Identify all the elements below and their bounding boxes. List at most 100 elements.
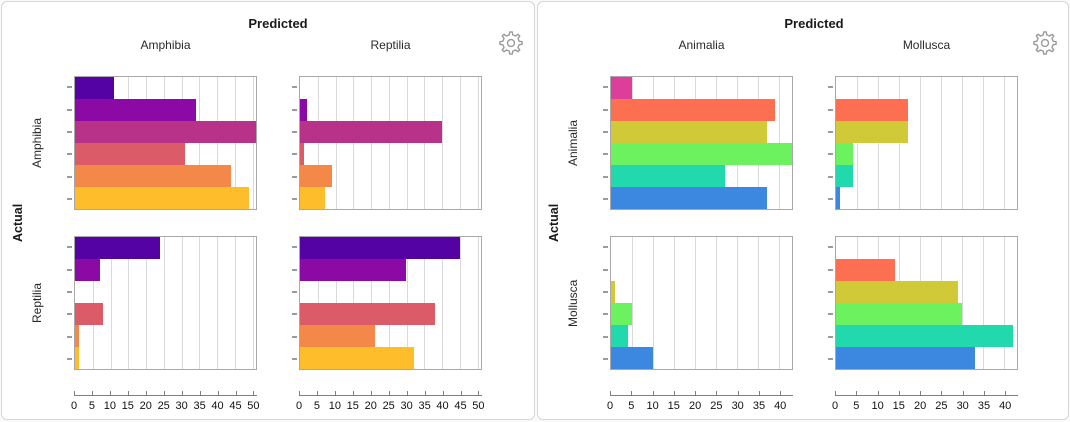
bar xyxy=(836,347,975,369)
x-tick xyxy=(1005,391,1007,395)
x-tick-label: 0 xyxy=(831,400,839,412)
y-tick xyxy=(603,153,608,156)
x-tick-label: 20 xyxy=(364,400,377,412)
bar xyxy=(836,259,895,281)
x-tick-label: 30 xyxy=(400,400,413,412)
x-tick-label: 10 xyxy=(103,400,117,412)
bar xyxy=(300,187,325,209)
confusion-panel-animalia-mollusca: Predicted Animalia Mollusca Actual Anima… xyxy=(537,1,1069,420)
gridline xyxy=(716,237,718,369)
x-tick xyxy=(673,391,675,395)
y-tick xyxy=(603,268,608,271)
gridline xyxy=(899,77,901,209)
x-tick-label: 30 xyxy=(956,400,969,412)
predicted-axis-title: Predicted xyxy=(248,16,308,31)
bar xyxy=(75,143,185,165)
gridline xyxy=(234,237,236,369)
x-tick xyxy=(181,391,183,395)
x-tick xyxy=(898,391,900,395)
x-tick xyxy=(920,391,922,395)
y-tick xyxy=(828,197,833,200)
gridline xyxy=(317,77,319,209)
bar xyxy=(836,121,908,143)
x-axis-line xyxy=(299,395,482,396)
x-tick-label: 45 xyxy=(229,400,242,412)
x-tick xyxy=(127,391,129,395)
facet-panel-mollusca-animalia xyxy=(610,236,793,370)
x-tick-label: 5 xyxy=(88,400,95,412)
x-tick xyxy=(299,391,300,395)
gridline xyxy=(674,237,676,369)
y-tick xyxy=(292,290,297,293)
y-tick xyxy=(603,335,608,338)
facet-panel-mollusca-mollusca xyxy=(835,236,1018,370)
gridline xyxy=(737,237,739,369)
x-tick-label: 20 xyxy=(688,400,702,412)
gridline xyxy=(442,77,443,209)
x-tick-label: 40 xyxy=(999,400,1012,412)
gridline xyxy=(1004,77,1006,209)
facet-panel-reptilia-amphibia xyxy=(74,236,257,370)
y-tick xyxy=(67,246,72,249)
y-tick xyxy=(828,153,833,156)
x-tick-label: 0 xyxy=(70,400,78,412)
x-tick xyxy=(109,391,111,395)
gridline xyxy=(983,237,985,369)
bar xyxy=(611,143,792,165)
x-tick xyxy=(610,391,611,395)
y-tick xyxy=(603,313,608,316)
x-axis-line xyxy=(835,395,1018,396)
bar xyxy=(300,237,460,259)
y-tick xyxy=(292,313,297,316)
y-tick xyxy=(828,130,833,133)
bar xyxy=(611,347,654,369)
row-label-reptilia: Reptilia xyxy=(30,282,44,324)
gridline xyxy=(388,77,390,209)
gridline xyxy=(920,77,922,209)
x-tick-label: 5 xyxy=(628,400,635,412)
x-axis-line xyxy=(610,395,793,396)
gridline xyxy=(962,77,964,209)
gridline xyxy=(252,77,254,209)
x-tick xyxy=(163,391,165,395)
gridline xyxy=(181,237,183,369)
gridline xyxy=(632,237,633,369)
gridline xyxy=(857,77,858,209)
bar xyxy=(611,77,633,99)
facet-panel-amphibia-reptilia xyxy=(299,76,482,210)
bar xyxy=(611,121,767,143)
gridline xyxy=(477,237,479,369)
bar xyxy=(836,281,959,303)
gridline xyxy=(128,237,130,369)
y-tick xyxy=(292,335,297,338)
x-tick xyxy=(217,391,219,395)
row-label-animalia: Animalia xyxy=(566,119,580,167)
bar xyxy=(611,303,633,325)
bar xyxy=(75,347,79,369)
x-tick-label: 40 xyxy=(211,400,224,412)
x-tick-label: 50 xyxy=(472,400,485,412)
gridline xyxy=(234,77,236,209)
gridline xyxy=(758,237,760,369)
gridline xyxy=(983,77,985,209)
confusion-panel-amphibia-reptilia: Predicted Amphibia Reptilia Actual Amphi… xyxy=(1,1,535,420)
settings-gear-icon[interactable] xyxy=(1032,30,1058,56)
x-tick-label: 15 xyxy=(121,400,134,412)
column-label-reptilia: Reptilia xyxy=(370,38,411,52)
predicted-axis-title: Predicted xyxy=(784,16,844,31)
gridline xyxy=(199,237,201,369)
bar xyxy=(611,165,725,187)
settings-gear-icon[interactable] xyxy=(498,30,524,56)
x-tick-label: 25 xyxy=(710,400,723,412)
bar xyxy=(300,99,308,121)
column-label-animalia: Animalia xyxy=(678,38,725,52)
x-tick-label: 15 xyxy=(667,400,680,412)
bar xyxy=(75,121,256,143)
x-tick xyxy=(199,391,201,395)
y-tick xyxy=(828,86,833,89)
x-tick-label: 15 xyxy=(892,400,905,412)
x-tick-label: 20 xyxy=(139,400,152,412)
y-tick xyxy=(828,246,833,249)
gridline xyxy=(217,237,218,369)
